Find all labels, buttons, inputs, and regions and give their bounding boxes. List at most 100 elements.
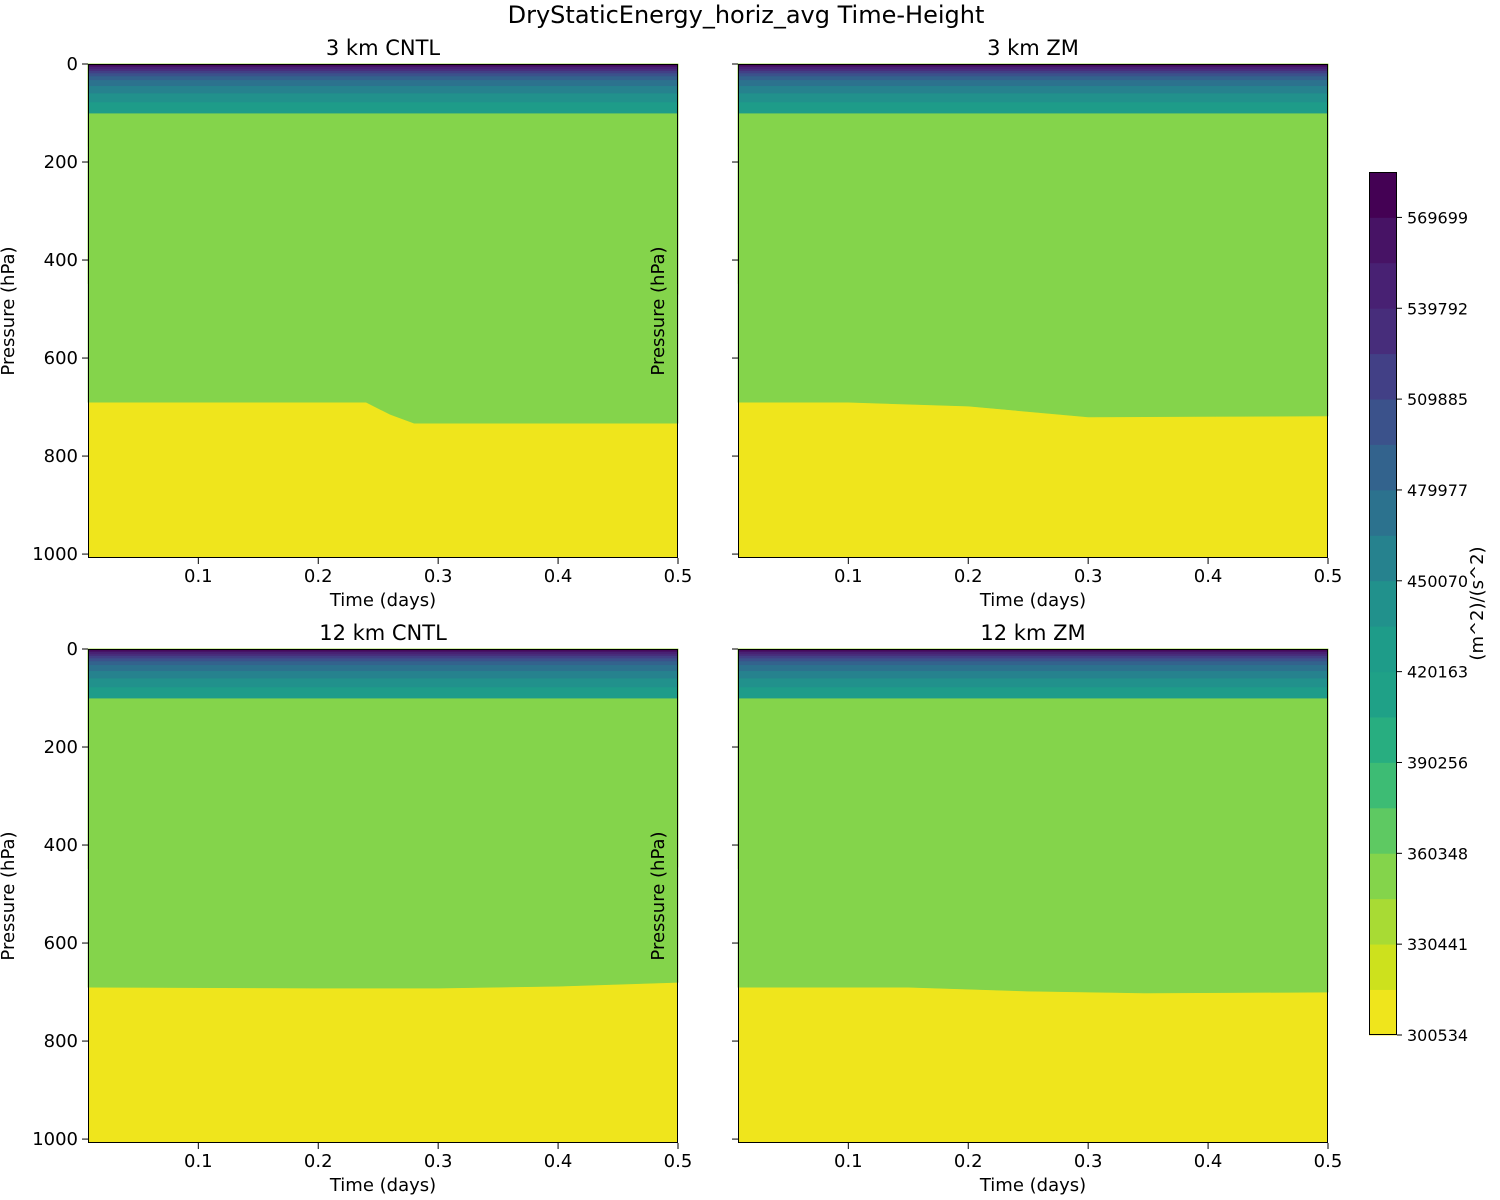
colorbar-frame	[1369, 172, 1397, 1035]
panel-title: 3 km ZM	[987, 36, 1079, 60]
top-band-11	[88, 102, 678, 114]
x-tick-label: 0.5	[1314, 566, 1343, 587]
x-tick-label: 0.3	[1074, 566, 1103, 587]
panel-2: 3 km ZM 0.1 0.2 0.3 0.4 0.5 Time (days) Pressur…	[648, 36, 1342, 611]
colorbar-segment	[1369, 217, 1397, 264]
y-tick-label: 1000	[32, 1129, 78, 1150]
colorbar-segment	[1369, 898, 1397, 945]
panel-title: 12 km CNTL	[319, 621, 447, 645]
x-tick-label: 0.2	[954, 1151, 983, 1172]
colorbar-segment	[1369, 807, 1397, 854]
colorbar-segment	[1369, 944, 1397, 990]
plot-frame	[738, 649, 1328, 1143]
colorbar-tick-label: 360348	[1407, 844, 1468, 863]
colorbar-segment	[1369, 580, 1397, 627]
colorbar-segment	[1369, 626, 1397, 673]
x-tick-label: 0.4	[544, 1151, 573, 1172]
x-tick-label: 0.2	[954, 566, 983, 587]
top-band-9	[738, 671, 1328, 679]
plot-frame	[88, 64, 678, 558]
contour-band-3	[737, 648, 1329, 994]
colorbar-tick-label: 569699	[1407, 208, 1468, 227]
x-axis-label: Time (days)	[979, 590, 1086, 611]
top-band-2	[88, 65, 678, 68]
top-band-3	[738, 651, 1328, 655]
colorbar-segment	[1369, 989, 1397, 1036]
x-tick-label: 0.1	[834, 566, 863, 587]
colorbar-segment	[1369, 262, 1397, 309]
contour-band-3	[737, 63, 1329, 418]
top-band-5	[738, 655, 1328, 659]
y-axis-label: Pressure (hPa)	[648, 831, 669, 960]
x-tick-label: 0.4	[1194, 1151, 1223, 1172]
y-tick-label: 200	[44, 152, 78, 173]
colorbar-segment	[1369, 489, 1397, 536]
figure-title: DryStaticEnergy_horiz_avg Time-Height	[508, 1, 985, 29]
x-tick-label: 0.5	[664, 1151, 693, 1172]
y-tick-label: 800	[44, 446, 78, 467]
panels: 3 km CNTL 0.1 0.2 0.3 0.4 0.5 0 200 400 600 800 100…	[0, 36, 1342, 1196]
top-band-3	[88, 651, 678, 655]
colorbar-tick-label: 479977	[1407, 481, 1468, 500]
top-band-9	[88, 671, 678, 679]
top-band-7	[88, 661, 678, 666]
x-tick-label: 0.3	[424, 1151, 453, 1172]
colorbar-tick-label: 300534	[1407, 1026, 1468, 1045]
top-band-7	[88, 76, 678, 81]
top-band-8	[738, 80, 1328, 87]
top-band-5	[88, 655, 678, 659]
top-band-8	[88, 665, 678, 672]
colorbar-segment	[1369, 444, 1397, 491]
x-tick-label: 0.1	[184, 566, 213, 587]
top-band-3	[88, 66, 678, 70]
top-band-6	[88, 73, 678, 77]
panel-title: 3 km CNTL	[326, 36, 441, 60]
top-band-9	[88, 86, 678, 94]
top-band-2	[88, 650, 678, 653]
colorbar-segment	[1369, 535, 1397, 582]
colorbar-tick-label: 420163	[1407, 663, 1468, 682]
colorbar-tick-label: 509885	[1407, 390, 1468, 409]
colorbar-tick-label: 330441	[1407, 935, 1468, 954]
top-band-8	[738, 665, 1328, 672]
top-band-4	[88, 653, 678, 657]
y-tick-label: 400	[44, 250, 78, 271]
colorbar-segment	[1369, 353, 1397, 400]
panel-title: 12 km ZM	[980, 621, 1085, 645]
top-band-4	[738, 653, 1328, 657]
colorbar-segment	[1369, 399, 1397, 445]
panel-3: 12 km CNTL 0.1 0.2 0.3 0.4 0.5 0 200 400 600 800 10…	[0, 621, 692, 1196]
top-band-11	[738, 687, 1328, 699]
top-band-11	[738, 102, 1328, 114]
panel-4: 12 km ZM 0.1 0.2 0.3 0.4 0.5 Time (days) Pressu…	[648, 621, 1342, 1196]
top-band-10	[88, 93, 678, 103]
x-tick-label: 0.4	[1194, 566, 1223, 587]
x-tick-label: 0.4	[544, 566, 573, 587]
top-band-6	[88, 658, 678, 662]
colorbar-segment	[1369, 308, 1397, 355]
top-band-4	[738, 68, 1328, 72]
top-band-10	[88, 678, 678, 688]
y-tick-label: 200	[44, 737, 78, 758]
top-band-8	[88, 80, 678, 87]
top-band-5	[88, 70, 678, 74]
y-tick-label: 400	[44, 835, 78, 856]
top-band-4	[88, 68, 678, 72]
top-band-3	[738, 66, 1328, 70]
colorbar-tick-label: 539792	[1407, 299, 1468, 318]
y-tick-label: 0	[67, 639, 78, 660]
top-band-10	[738, 93, 1328, 103]
y-axis-label: Pressure (hPa)	[0, 246, 19, 375]
y-axis-label: Pressure (hPa)	[0, 831, 19, 960]
x-tick-label: 0.5	[1314, 1151, 1343, 1172]
plot-frame	[88, 649, 678, 1143]
contour-band-3	[87, 648, 679, 989]
top-band-7	[738, 76, 1328, 81]
x-tick-label: 0.5	[664, 566, 693, 587]
colorbar-label: (m^2)/(s^2)	[1467, 546, 1488, 660]
colorbar: 300534 330441 360348 390256 420163 450070 4799…	[1369, 172, 1488, 1045]
top-band-5	[738, 70, 1328, 74]
top-band-10	[738, 678, 1328, 688]
colorbar-segment	[1369, 172, 1397, 218]
